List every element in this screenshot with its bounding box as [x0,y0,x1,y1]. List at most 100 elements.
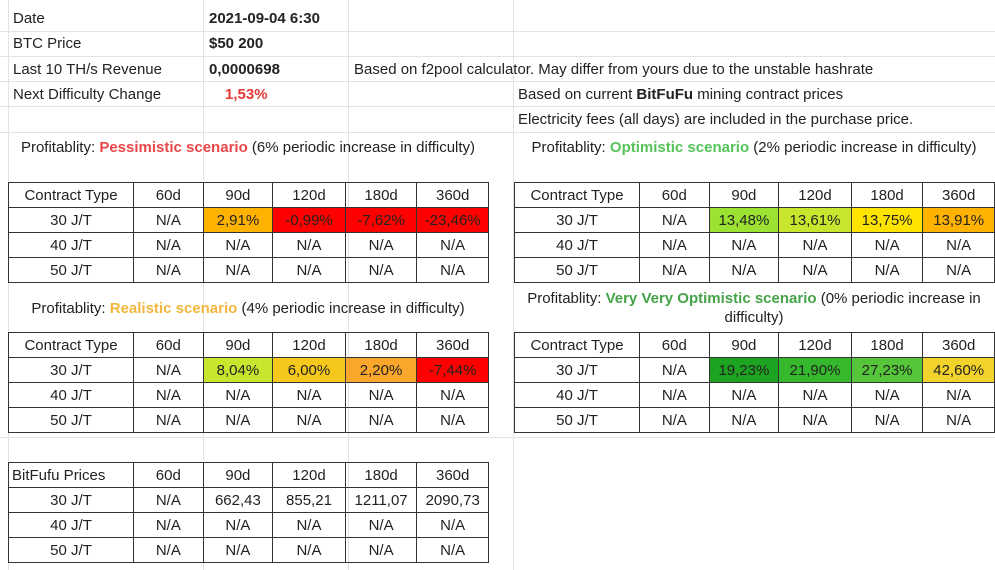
table-cell[interactable]: N/A [708,407,780,433]
table-cell[interactable]: 662,43 [202,487,274,513]
table-cell[interactable]: N/A [272,382,346,408]
row-label-cell[interactable]: 50 J/T [7,537,135,563]
btc-price-value[interactable]: $50 200 [209,35,264,52]
table-cell[interactable]: N/A [708,382,780,408]
row-label-cell[interactable]: 30 J/T [513,207,641,233]
table-cell[interactable]: N/A [416,232,489,258]
table-cell[interactable]: N/A [708,257,780,283]
table-cell[interactable]: N/A [202,537,274,563]
table-cell[interactable]: 42,60% [922,357,995,383]
table-cell[interactable]: N/A [202,512,274,538]
row-label-cell[interactable]: 50 J/T [7,257,135,283]
table-cell[interactable]: N/A [639,357,710,383]
table-cell[interactable]: N/A [778,407,852,433]
table-cell[interactable]: 2,20% [344,357,418,383]
row-label-cell[interactable]: 30 J/T [7,207,135,233]
table-cell[interactable]: N/A [639,207,710,233]
table-cell[interactable]: N/A [202,232,274,258]
table-cell[interactable]: N/A [344,382,418,408]
table-cell[interactable]: N/A [202,407,274,433]
table-cell[interactable]: N/A [202,257,274,283]
row-label-cell[interactable]: 50 J/T [7,407,135,433]
table-cell[interactable]: 2090,73 [416,487,489,513]
row-label-cell[interactable]: 30 J/T [7,487,135,513]
table-cell[interactable]: -0,99% [272,207,346,233]
table-cell[interactable]: N/A [344,257,418,283]
row-label-cell[interactable]: 40 J/T [513,232,641,258]
table-cell[interactable]: N/A [133,257,204,283]
table-cell[interactable]: N/A [133,232,204,258]
table-cell[interactable]: 13,61% [778,207,852,233]
table-cell[interactable]: N/A [922,232,995,258]
date-value[interactable]: 2021-09-04 6:30 [209,10,320,27]
table-cell[interactable]: N/A [778,382,852,408]
realistic-scenario-name: Realistic scenario [109,300,238,317]
table-cell[interactable]: N/A [272,407,346,433]
table-cell[interactable]: 8,04% [202,357,274,383]
difficulty-value[interactable]: 1,53% [225,86,268,103]
row-label-cell[interactable]: 40 J/T [7,512,135,538]
table-cell[interactable]: 27,23% [850,357,924,383]
table-cell[interactable]: N/A [272,512,346,538]
table-cell[interactable]: 13,75% [850,207,924,233]
row-label-cell[interactable]: 50 J/T [513,407,641,433]
table-cell[interactable]: N/A [272,232,346,258]
table-cell[interactable]: N/A [922,257,995,283]
row-label-cell[interactable]: 30 J/T [7,357,135,383]
table-cell[interactable]: N/A [133,407,204,433]
table-cell[interactable]: 13,91% [922,207,995,233]
table-cell[interactable]: N/A [272,257,346,283]
table-cell[interactable]: N/A [922,407,995,433]
table-cell[interactable]: N/A [133,382,204,408]
table-cell[interactable]: N/A [133,537,204,563]
table-cell[interactable]: N/A [272,537,346,563]
table-cell[interactable]: 21,90% [778,357,852,383]
table-cell[interactable]: N/A [850,407,924,433]
table-cell[interactable]: N/A [850,232,924,258]
header-row: Contract Type 60d 90d 120d 180d 360d [7,182,489,208]
table-cell[interactable]: N/A [416,257,489,283]
table-cell[interactable]: N/A [639,407,710,433]
table-cell[interactable]: N/A [344,407,418,433]
table-cell[interactable]: N/A [850,382,924,408]
row-label-cell[interactable]: 30 J/T [513,357,641,383]
table-cell[interactable]: 855,21 [272,487,346,513]
column-header: 120d [778,182,852,208]
table-cell[interactable]: N/A [639,257,710,283]
table-cell[interactable]: N/A [344,512,418,538]
row-label-cell[interactable]: 40 J/T [7,232,135,258]
table-cell[interactable]: N/A [778,232,852,258]
table-cell[interactable]: N/A [133,207,204,233]
table-cell[interactable]: N/A [922,382,995,408]
table-cell[interactable]: N/A [416,537,489,563]
row-label-cell[interactable]: 40 J/T [7,382,135,408]
table-cell[interactable]: N/A [344,537,418,563]
table-cell[interactable]: N/A [708,232,780,258]
table-cell[interactable]: -23,46% [416,207,489,233]
table-cell[interactable]: 13,48% [708,207,780,233]
row-label-cell[interactable]: 40 J/T [513,382,641,408]
table-cell[interactable]: 2,91% [202,207,274,233]
table-cell[interactable]: -7,44% [416,357,489,383]
table-cell[interactable]: N/A [416,512,489,538]
table-cell[interactable]: N/A [133,487,204,513]
table-cell[interactable]: -7,62% [344,207,418,233]
table-cell[interactable]: N/A [778,257,852,283]
row-label-cell[interactable]: 50 J/T [513,257,641,283]
table-cell[interactable]: N/A [639,382,710,408]
table-cell[interactable]: N/A [133,512,204,538]
table-cell[interactable]: N/A [344,232,418,258]
table-cell[interactable]: N/A [416,407,489,433]
table-row: 40 J/T N/A N/A N/A N/A N/A [7,232,489,258]
revenue-value[interactable]: 0,0000698 [209,61,280,78]
gridline [0,106,995,107]
table-cell[interactable]: N/A [850,257,924,283]
table-cell[interactable]: N/A [202,382,274,408]
table-cell[interactable]: 6,00% [272,357,346,383]
table-row: 40 J/T N/A N/A N/A N/A N/A [513,382,995,408]
table-cell[interactable]: N/A [416,382,489,408]
table-cell[interactable]: N/A [639,232,710,258]
table-cell[interactable]: 1211,07 [344,487,418,513]
table-cell[interactable]: 19,23% [708,357,780,383]
table-cell[interactable]: N/A [133,357,204,383]
